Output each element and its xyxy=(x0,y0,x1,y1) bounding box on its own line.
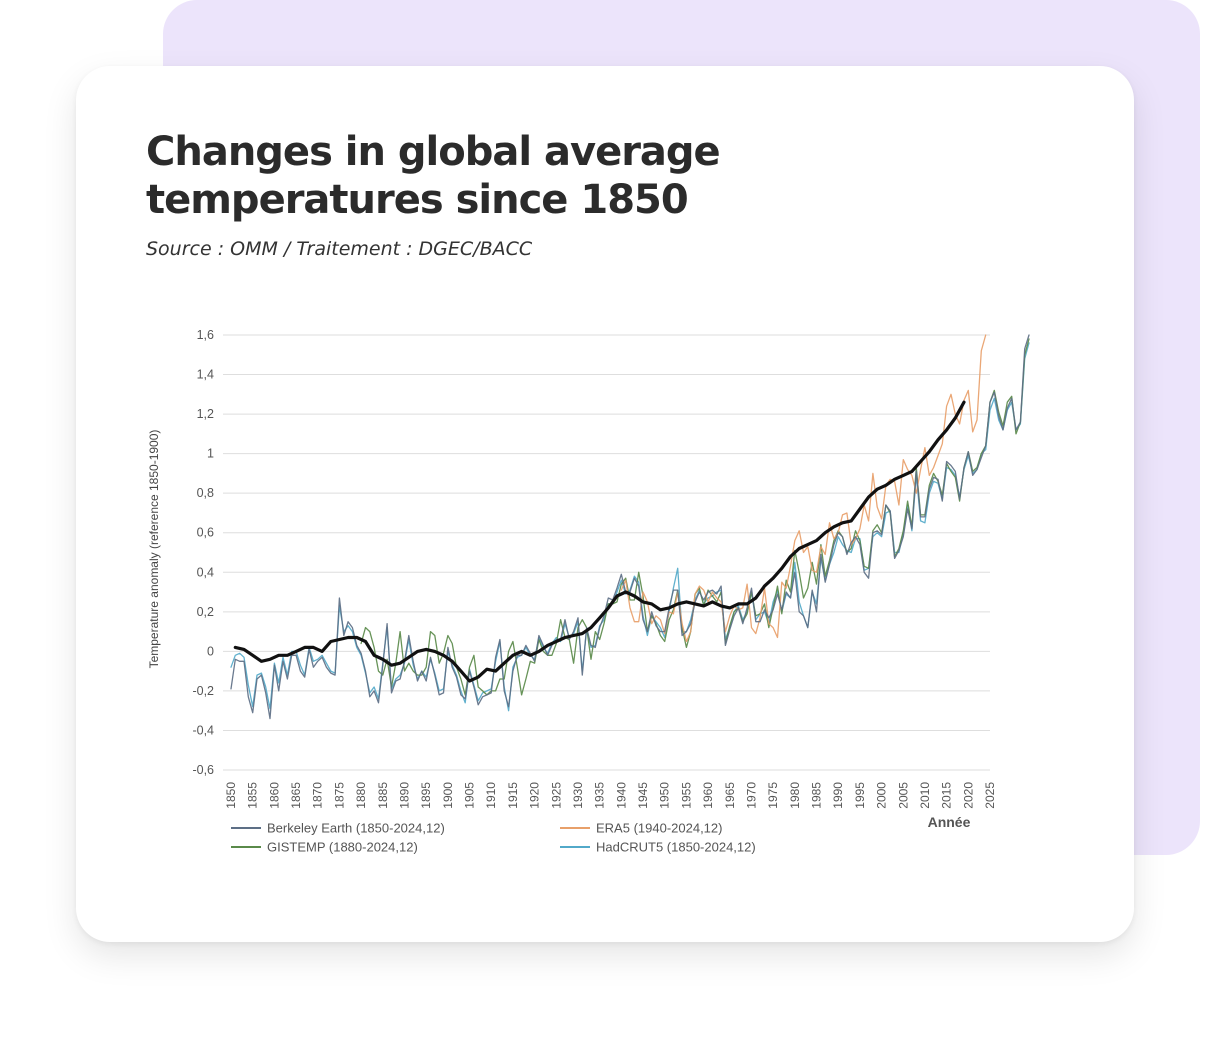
legend-label: ERA5 (1940-2024,12) xyxy=(596,821,722,836)
x-tick-label: 1985 xyxy=(810,782,824,809)
y-tick-labels: -0,6 -0,4 -0,2 0 0,2 0,4 0,6 0,8 1 1,2 1,4 1,6 xyxy=(192,328,214,777)
x-tick-label: 1855 xyxy=(246,782,260,809)
x-tick-label: 1965 xyxy=(723,782,737,809)
x-tick-label: 2005 xyxy=(896,782,910,809)
x-tick-label: 2020 xyxy=(961,782,975,809)
source-caption: Source : OMM / Traitement : DGEC/BACC xyxy=(146,238,533,260)
x-tick-label: 1850 xyxy=(224,782,238,809)
y-tick-label: 1 xyxy=(207,447,214,461)
x-tick-label: 1980 xyxy=(788,782,802,809)
legend-label: GISTEMP (1880-2024,12) xyxy=(267,840,418,855)
x-axis-label: Année xyxy=(928,814,971,830)
x-tick-label: 1915 xyxy=(506,782,520,809)
y-tick-label: 1,2 xyxy=(197,407,214,421)
x-tick-label: 1905 xyxy=(463,782,477,809)
x-tick-label: 1865 xyxy=(289,782,303,809)
x-tick-label: 1870 xyxy=(311,782,325,809)
x-tick-label: 1950 xyxy=(658,782,672,809)
y-tick-label: 1,6 xyxy=(197,328,214,342)
x-tick-label: 1960 xyxy=(701,782,715,809)
x-tick-label: 1880 xyxy=(354,782,368,809)
chart-card: Changes in global average temperatures s… xyxy=(76,66,1134,942)
x-tick-label: 2025 xyxy=(983,782,997,809)
legend-label: HadCRUT5 (1850-2024,12) xyxy=(596,840,756,855)
x-tick-labels: 1850 1855 1860 1865 1870 1875 1880 1885 1890 1895… xyxy=(224,782,997,809)
y-tick-label: 0,6 xyxy=(197,526,214,540)
series-line-berkeley xyxy=(230,334,1030,720)
x-tick-label: 1920 xyxy=(528,782,542,809)
x-tick-label: 2015 xyxy=(940,782,954,809)
y-tick-label: 0,2 xyxy=(197,605,214,619)
x-tick-label: 1875 xyxy=(332,782,346,809)
y-tick-label: -0,4 xyxy=(192,723,214,737)
x-tick-label: 1925 xyxy=(549,782,563,809)
legend-label: Berkeley Earth (1850-2024,12) xyxy=(267,821,445,836)
x-tick-label: 1945 xyxy=(636,782,650,809)
series-line-hadcrut5 xyxy=(230,342,1030,712)
x-tick-label: 1935 xyxy=(593,782,607,809)
y-tick-label: -0,2 xyxy=(192,684,214,698)
y-tick-label: 0,4 xyxy=(197,565,214,579)
x-tick-label: 2010 xyxy=(918,782,932,809)
x-tick-label: 1890 xyxy=(397,782,411,809)
x-tick-label: 1970 xyxy=(744,782,758,809)
y-tick-label: -0,6 xyxy=(192,763,214,777)
x-tick-label: 1995 xyxy=(853,782,867,809)
series-line-gistemp xyxy=(360,338,1030,696)
chart-legend: Berkeley Earth (1850-2024,12) ERA5 (1940-… xyxy=(231,821,756,855)
y-tick-label: 0 xyxy=(207,644,214,658)
x-tick-label: 1940 xyxy=(614,782,628,809)
x-tick-label: 2000 xyxy=(875,782,889,809)
x-tick-label: 1900 xyxy=(441,782,455,809)
x-tick-label: 1910 xyxy=(484,782,498,809)
x-tick-label: 1895 xyxy=(419,782,433,809)
page-title: Changes in global average temperatures s… xyxy=(146,129,721,223)
y-axis-label: Temperature anomaly (reference 1850-1900… xyxy=(147,430,161,669)
series-line-era5 xyxy=(620,334,987,643)
x-tick-label: 1930 xyxy=(571,782,585,809)
x-tick-label: 1860 xyxy=(267,782,281,809)
x-tick-label: 1990 xyxy=(831,782,845,809)
chart-grid xyxy=(223,334,990,771)
series-lines xyxy=(230,334,1030,720)
x-tick-label: 1955 xyxy=(679,782,693,809)
y-tick-label: 0,8 xyxy=(197,486,214,500)
x-tick-label: 1975 xyxy=(766,782,780,809)
x-tick-label: 1885 xyxy=(376,782,390,809)
series-line-moyenne xyxy=(233,400,966,683)
y-tick-label: 1,4 xyxy=(197,368,214,382)
